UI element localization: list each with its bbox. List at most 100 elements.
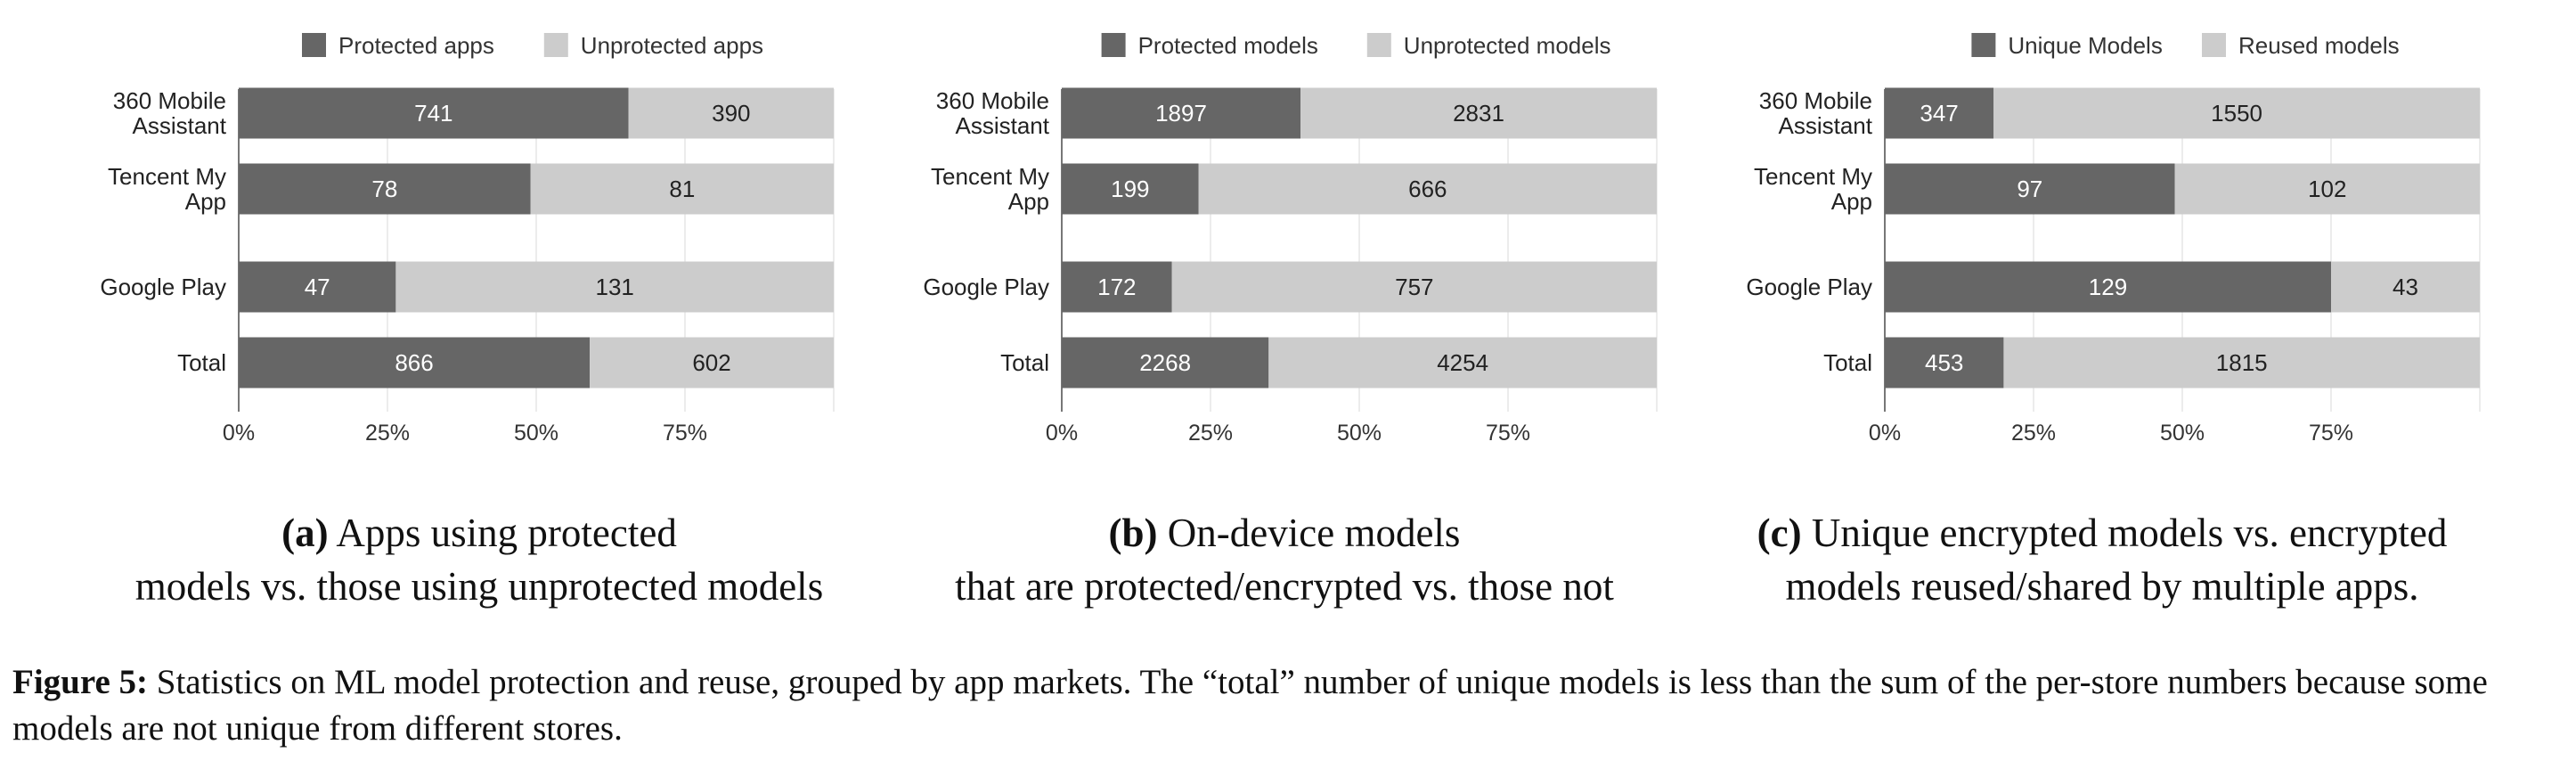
chart-a-legend-label: Protected apps [338, 32, 494, 59]
chart-a-data-label: 47 [305, 274, 330, 300]
chart-a-legend-swatch [543, 33, 568, 57]
chart-b-bar-secondary [1171, 261, 1657, 313]
chart-c-data-label: 453 [1925, 349, 1963, 376]
chart-c-data-label: 1550 [2211, 100, 2262, 127]
chart-a-x-tick-label: 0% [223, 421, 255, 446]
chart-c-data-label: 129 [2089, 274, 2127, 300]
subcaption-a-line1: Apps using protected [336, 511, 677, 555]
chart-a-bar-secondary [395, 261, 834, 313]
chart-c-legend-label: Reused models [2238, 32, 2400, 59]
chart-c-bar-secondary [2331, 261, 2480, 313]
chart-a-x-tick-label: 50% [514, 421, 558, 446]
subcaption-c: (c) Unique encrypted models vs. encrypte… [1673, 506, 2531, 613]
chart-b-data-label: 199 [1111, 176, 1149, 202]
chart-panel-a: 0% 25% 50% 75% 741 390 360 Mobile Assistant 78 81… [0, 0, 859, 499]
chart-b-x-tick-label: 0% [1046, 421, 1078, 446]
chart-a-data-label: 390 [712, 100, 750, 127]
chart-c-category-label: Total [1823, 349, 1872, 376]
subcaption-c-line1: Unique encrypted models vs. encrypted [1811, 511, 2448, 555]
chart-b-bar-primary [1062, 261, 1172, 313]
chart-a-bar-primary [239, 163, 531, 215]
chart-c-bar-primary [1885, 163, 2175, 215]
chart-a-bar-primary [239, 337, 591, 388]
chart-panel-c: 0% 25% 50% 75% 347 1550 360 Mobile Assistant 97 1… [1646, 0, 2505, 499]
chart-c-data-label: 347 [1920, 100, 1958, 127]
subcaption-a-line2: models vs. those using unprotected model… [135, 564, 824, 609]
figure-caption-label: Figure 5: [12, 663, 149, 701]
chart-a-bar-secondary [530, 163, 834, 215]
subcaption-b-line2: that are protected/encrypted vs. those n… [955, 564, 1614, 609]
chart-a-category-label: Total [177, 349, 226, 376]
chart-b-legend-swatch [1366, 33, 1391, 57]
chart-b-data-label: 1897 [1155, 100, 1207, 127]
subcaption-a-tag: (a) [281, 511, 329, 555]
chart-c-category-label: Assistant [1779, 112, 1873, 139]
chart-c-category-label: Tencent My [1754, 163, 1872, 190]
chart-b-bar-secondary [1268, 337, 1657, 388]
chart-b-x-tick-label: 75% [1486, 421, 1530, 446]
chart-b-bar-primary [1062, 337, 1269, 388]
chart-c-category-label: Google Play [1746, 274, 1872, 300]
chart-c-bar-primary [1885, 261, 2331, 313]
chart-a-bar-primary [239, 87, 629, 139]
chart-a-legend-swatch [302, 33, 326, 57]
chart-a-bar-secondary [628, 87, 834, 139]
chart-b-category-label: Tencent My [931, 163, 1049, 190]
chart-c-legend-swatch [1971, 33, 1996, 57]
chart-a-category-label: Google Play [100, 274, 226, 300]
chart-b-bar-primary [1062, 163, 1199, 215]
chart-c-x-tick-label: 75% [2309, 421, 2353, 446]
chart-c-bar-primary [1885, 337, 2004, 388]
chart-b-data-label: 666 [1408, 176, 1447, 202]
chart-c-bar-secondary [2003, 337, 2480, 388]
subcaption-b: (b) On-device models that are protected/… [855, 506, 1714, 613]
subcaption-c-tag: (c) [1757, 511, 1802, 555]
chart-c-x-tick-label: 0% [1869, 421, 1901, 446]
chart-b-bar-secondary [1300, 87, 1657, 139]
chart-b-x-tick-label: 50% [1337, 421, 1382, 446]
chart-c-data-label: 102 [2308, 176, 2346, 202]
chart-a-data-label: 131 [595, 274, 633, 300]
chart-b-data-label: 2268 [1139, 349, 1191, 376]
chart-c-x-tick-label: 50% [2160, 421, 2205, 446]
chart-b-category-label: App [1008, 188, 1049, 215]
chart-b-bar-primary [1062, 87, 1301, 139]
chart-b-category-label: Total [1000, 349, 1049, 376]
subcaption-b-tag: (b) [1108, 511, 1158, 555]
chart-b-category-label: 360 Mobile [936, 87, 1049, 114]
chart-a-category-label: App [185, 188, 226, 215]
figure-caption-text: Statistics on ML model protection and re… [12, 663, 2488, 748]
chart-b-data-label: 2831 [1453, 100, 1504, 127]
chart-c-bar-secondary [1993, 87, 2480, 139]
chart-b-category-label: Assistant [956, 112, 1050, 139]
chart-a-category-label: Assistant [133, 112, 227, 139]
subcaption-a: (a) Apps using protected models vs. thos… [50, 506, 909, 613]
subcaption-b-line1: On-device models [1167, 511, 1461, 555]
chart-b-category-label: Google Play [923, 274, 1049, 300]
chart-b-legend-swatch [1101, 33, 1126, 57]
chart-c-data-label: 97 [2017, 176, 2042, 202]
chart-c-bar-secondary [2174, 163, 2480, 215]
chart-a-bar-primary [239, 261, 396, 313]
chart-a-category-label: Tencent My [108, 163, 226, 190]
chart-c-category-label: 360 Mobile [1759, 87, 1872, 114]
chart-b-legend-label: Protected models [1138, 32, 1318, 59]
chart-a-category-label: 360 Mobile [113, 87, 226, 114]
chart-a-x-tick-label: 75% [663, 421, 707, 446]
chart-b-x-tick-label: 25% [1188, 421, 1233, 446]
chart-c-x-tick-label: 25% [2011, 421, 2056, 446]
chart-a-data-label: 741 [414, 100, 452, 127]
chart-b-data-label: 172 [1097, 274, 1136, 300]
chart-c-category-label: App [1831, 188, 1872, 215]
chart-c-data-label: 43 [2393, 274, 2418, 300]
chart-a-data-label: 81 [669, 176, 695, 202]
chart-a-x-tick-label: 25% [365, 421, 410, 446]
chart-b-bar-secondary [1198, 163, 1657, 215]
chart-b-data-label: 757 [1395, 274, 1433, 300]
chart-c-legend-label: Unique Models [2008, 32, 2162, 59]
chart-a-data-label: 78 [371, 176, 397, 202]
chart-a-data-label: 602 [692, 349, 730, 376]
